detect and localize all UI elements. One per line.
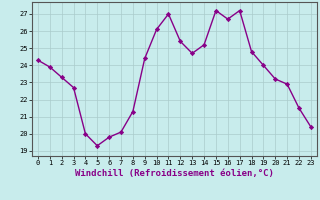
X-axis label: Windchill (Refroidissement éolien,°C): Windchill (Refroidissement éolien,°C) <box>75 169 274 178</box>
